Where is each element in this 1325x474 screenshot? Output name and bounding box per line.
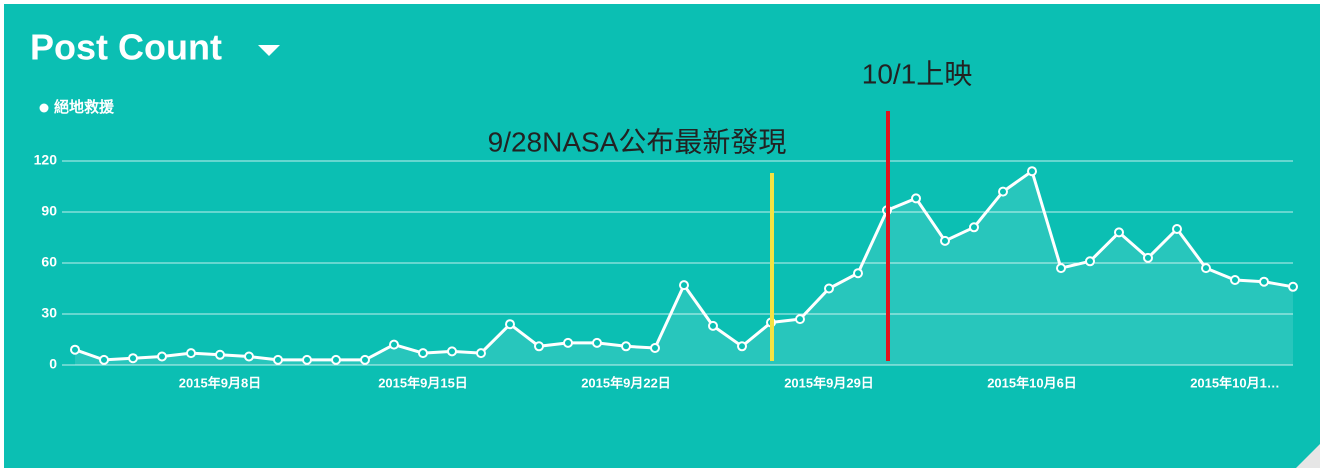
y-tick-label: 30 — [41, 305, 57, 321]
x-tick-label: 2015年9月8日 — [179, 375, 261, 390]
point — [418, 348, 428, 359]
annotation-text: 9/28NASA公布最新發現 — [488, 126, 787, 157]
point — [679, 280, 689, 291]
annotation-text: 10/1上映 — [862, 58, 973, 89]
x-tick-label: 2015年9月29日 — [784, 375, 874, 390]
point — [911, 193, 921, 204]
point — [244, 351, 254, 362]
point — [186, 348, 196, 359]
point — [592, 337, 602, 348]
y-tick-label: 60 — [41, 254, 57, 270]
point — [1114, 227, 1124, 238]
point — [1085, 256, 1095, 267]
point — [1172, 224, 1182, 234]
point — [215, 349, 225, 360]
dropdown-caret[interactable] — [258, 45, 280, 56]
point — [157, 351, 167, 362]
point — [1230, 275, 1240, 285]
legend-label: 絕地救援 — [54, 98, 115, 116]
panel — [4, 4, 1320, 468]
point — [1056, 263, 1066, 274]
y-tick-label: 0 — [49, 356, 57, 372]
x-tick-label: 2015年10月6日 — [987, 375, 1077, 390]
point — [853, 268, 863, 279]
chart-title[interactable]: Post Count — [30, 27, 222, 68]
point — [969, 222, 979, 233]
x-tick-label: 2015年9月15日 — [378, 375, 468, 390]
point — [128, 353, 138, 364]
point — [1027, 166, 1037, 177]
point — [534, 341, 544, 352]
y-tick-label: 120 — [34, 152, 58, 168]
point — [621, 341, 631, 352]
point — [940, 235, 950, 246]
point — [737, 341, 747, 352]
point — [273, 354, 283, 365]
point — [302, 354, 312, 365]
point — [1201, 263, 1211, 274]
point — [1288, 281, 1298, 292]
x-tick-label: 2015年10月1… — [1190, 375, 1280, 390]
point — [795, 314, 805, 325]
point — [447, 346, 457, 357]
page-curl — [1296, 444, 1320, 468]
y-tick-label: 90 — [41, 203, 57, 219]
point — [650, 343, 660, 353]
point — [360, 354, 370, 365]
point — [99, 354, 109, 365]
legend-dot — [39, 103, 49, 113]
title-button[interactable]: Post Count — [30, 27, 280, 68]
point — [998, 186, 1008, 197]
point — [476, 348, 486, 359]
point — [708, 320, 718, 331]
point — [70, 344, 80, 355]
point — [505, 319, 515, 330]
point — [331, 354, 341, 365]
point — [1143, 252, 1153, 263]
point — [824, 283, 834, 294]
point — [563, 337, 573, 348]
point — [1259, 276, 1269, 287]
area — [75, 171, 1293, 365]
x-tick-label: 2015年9月22日 — [581, 375, 671, 390]
point — [389, 339, 399, 350]
